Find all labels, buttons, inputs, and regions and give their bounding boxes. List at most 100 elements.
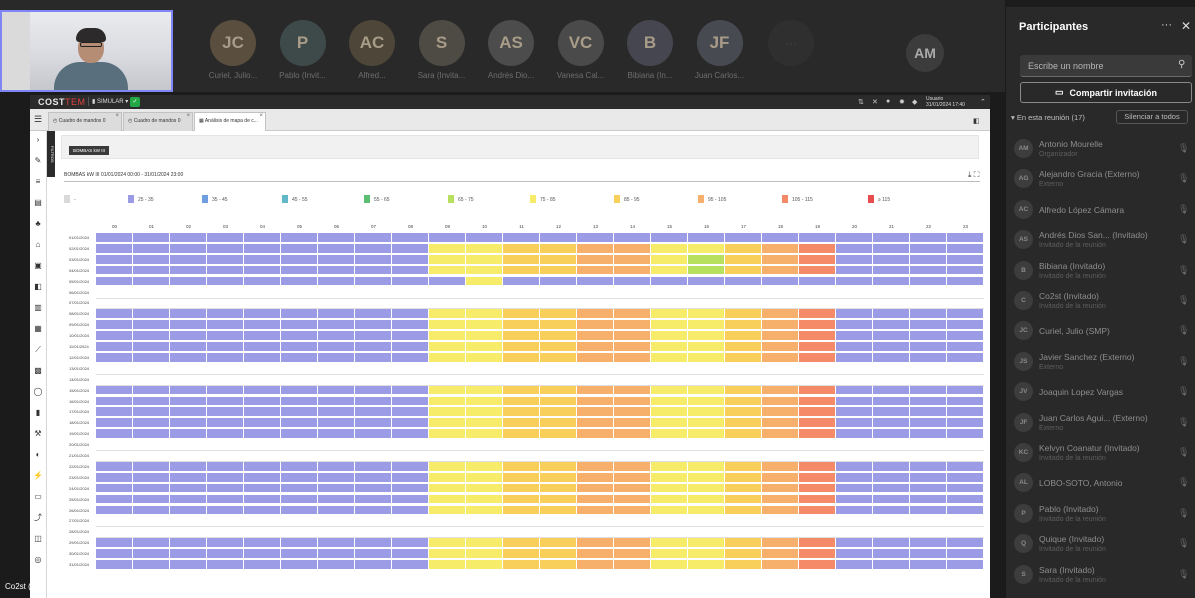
heatmap-cell[interactable] — [762, 418, 799, 429]
heatmap-cell[interactable] — [762, 538, 799, 548]
heatmap-cell[interactable] — [725, 472, 762, 483]
heatmap-cell[interactable] — [577, 233, 614, 243]
heatmap-cell[interactable] — [762, 320, 799, 330]
heatmap-cell[interactable] — [725, 331, 762, 341]
heatmap-cell[interactable] — [910, 254, 947, 265]
heatmap-cell[interactable] — [133, 276, 170, 287]
heatmap-cell[interactable] — [170, 429, 207, 439]
heatmap-cell[interactable] — [318, 265, 355, 276]
heatmap-cell[interactable] — [392, 385, 429, 396]
heatmap-cell[interactable] — [725, 342, 762, 352]
heatmap-cell[interactable] — [910, 342, 947, 352]
heatmap-cell[interactable] — [873, 342, 910, 352]
heatmap-cell[interactable] — [614, 342, 651, 352]
heatmap-cell[interactable] — [133, 494, 170, 505]
heatmap-cell[interactable] — [207, 472, 244, 483]
heatmap-cell[interactable] — [873, 472, 910, 483]
heatmap-cell[interactable] — [577, 483, 614, 494]
heatmap-cell[interactable] — [762, 385, 799, 396]
file-icon[interactable]: ◧ — [34, 282, 42, 291]
heatmap-cell[interactable] — [170, 538, 207, 548]
heatmap-cell[interactable] — [281, 418, 318, 429]
filters-toggle[interactable]: FILTROS — [47, 131, 55, 177]
heatmap-cell[interactable] — [836, 276, 873, 287]
heatmap-cell[interactable] — [281, 233, 318, 243]
heatmap-cell[interactable] — [355, 331, 392, 341]
heatmap-cell[interactable] — [762, 429, 799, 439]
heatmap-cell[interactable] — [799, 505, 836, 516]
heatmap-cell[interactable] — [910, 461, 947, 472]
heatmap-cell[interactable] — [96, 407, 133, 418]
heatmap-cell[interactable] — [577, 276, 614, 287]
heatmap-cell[interactable] — [170, 233, 207, 243]
heatmap-cell[interactable] — [725, 461, 762, 472]
heatmap-cell[interactable] — [688, 385, 725, 396]
heatmap-cell[interactable] — [133, 429, 170, 439]
participant-avatar[interactable]: JC — [210, 20, 256, 66]
heatmap-cell[interactable] — [614, 385, 651, 396]
heatmap-cell[interactable] — [281, 265, 318, 276]
heatmap-cell[interactable] — [910, 494, 947, 505]
heatmap-cell[interactable] — [96, 483, 133, 494]
heatmap-cell[interactable] — [318, 243, 355, 254]
participant-row[interactable]: AG Alejandro Gracia (Externo) Externo 🎙︎ — [1006, 164, 1195, 194]
mic-off-icon[interactable]: 🎙︎ — [1178, 234, 1190, 245]
heatmap-cell[interactable] — [133, 549, 170, 559]
device-icon[interactable]: ▭ — [34, 492, 42, 501]
heatmap-cell[interactable] — [207, 549, 244, 559]
heatmap-cell[interactable] — [503, 505, 540, 516]
heatmap-cell[interactable] — [836, 265, 873, 276]
share-invitation-button[interactable]: ▭ Compartir invitación — [1020, 82, 1192, 103]
heatmap-cell[interactable] — [392, 538, 429, 548]
heatmap-cell[interactable] — [799, 254, 836, 265]
edit-icon[interactable]: ✎ — [34, 156, 42, 165]
heatmap-cell[interactable] — [651, 342, 688, 352]
heatmap-cell[interactable] — [244, 276, 281, 287]
heatmap-cell[interactable] — [947, 494, 984, 505]
heatmap-cell[interactable] — [207, 276, 244, 287]
heatmap-cell[interactable] — [873, 538, 910, 548]
heatmap-cell[interactable] — [688, 331, 725, 341]
heatmap-cell[interactable] — [318, 352, 355, 363]
heatmap-cell[interactable] — [799, 385, 836, 396]
tab-analisis-mapa[interactable]: ▦ Análisis de mapa de c... × — [194, 112, 266, 131]
heatmap-cell[interactable] — [873, 243, 910, 254]
heatmap-cell[interactable] — [244, 505, 281, 516]
heatmap-cell[interactable] — [466, 429, 503, 439]
heatmap-cell[interactable] — [281, 331, 318, 341]
heatmap-cell[interactable] — [244, 342, 281, 352]
chart-icon[interactable]: ⟋ — [35, 345, 41, 354]
heatmap-cell[interactable] — [170, 385, 207, 396]
heatmap-cell[interactable] — [207, 342, 244, 352]
heatmap-cell[interactable] — [799, 472, 836, 483]
heatmap-cell[interactable] — [577, 461, 614, 472]
monitor-icon[interactable]: ▣ — [34, 261, 42, 270]
heatmap-cell[interactable] — [651, 472, 688, 483]
heatmap-cell[interactable] — [910, 429, 947, 439]
heatmap-cell[interactable] — [873, 429, 910, 439]
heatmap-cell[interactable] — [244, 320, 281, 330]
heatmap-cell[interactable] — [577, 352, 614, 363]
heatmap-cell[interactable] — [355, 472, 392, 483]
heatmap-cell[interactable] — [503, 265, 540, 276]
heatmap-cell[interactable] — [133, 243, 170, 254]
heatmap-cell[interactable] — [725, 505, 762, 516]
heatmap-cell[interactable] — [207, 309, 244, 320]
heatmap-cell[interactable] — [281, 494, 318, 505]
heatmap-cell[interactable] — [170, 494, 207, 505]
heatmap-cell[interactable] — [466, 483, 503, 494]
heatmap-cell[interactable] — [170, 254, 207, 265]
heatmap-cell[interactable] — [799, 407, 836, 418]
heatmap-cell[interactable] — [836, 418, 873, 429]
heatmap-cell[interactable] — [466, 396, 503, 407]
heatmap-cell[interactable] — [540, 276, 577, 287]
heatmap-cell[interactable] — [873, 309, 910, 320]
heatmap-cell[interactable] — [651, 549, 688, 559]
heatmap-cell[interactable] — [133, 483, 170, 494]
heatmap-cell[interactable] — [910, 233, 947, 243]
heatmap-cell[interactable] — [96, 472, 133, 483]
heatmap-cell[interactable] — [725, 494, 762, 505]
heatmap-cell[interactable] — [466, 560, 503, 570]
target-icon[interactable]: ◎ — [34, 555, 42, 564]
heatmap-cell[interactable] — [836, 461, 873, 472]
